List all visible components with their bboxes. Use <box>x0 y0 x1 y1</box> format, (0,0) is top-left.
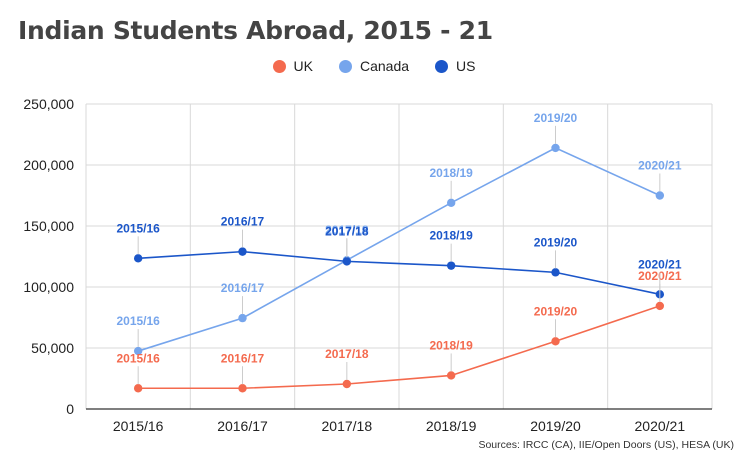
data-point-us <box>342 257 352 266</box>
series-line-uk <box>138 305 661 390</box>
data-point-us <box>446 261 456 270</box>
data-point-uk <box>238 384 247 393</box>
legend-label-canada: Canada <box>359 58 410 74</box>
legend-label-us: US <box>456 58 476 74</box>
data-label-us: 2018/19 <box>429 229 473 243</box>
data-label-us: 2019/20 <box>534 235 578 249</box>
data-point-canada <box>238 313 247 323</box>
series-line-canada <box>137 147 661 352</box>
data-label-canada: 2016/17 <box>221 281 265 295</box>
y-tick-label: 0 <box>66 401 74 417</box>
data-point-canada <box>446 198 456 208</box>
data-label-us: 2015/16 <box>116 221 160 235</box>
legend: UK Canada US <box>0 58 748 74</box>
data-label-canada: 2018/19 <box>429 166 473 180</box>
legend-label-uk: UK <box>293 58 313 74</box>
data-label-us: 2017/18 <box>325 224 369 238</box>
x-tick-label: 2018/19 <box>426 418 477 434</box>
legend-item-uk: UK <box>272 58 313 74</box>
data-point-us <box>238 247 247 256</box>
data-label-canada: 2019/20 <box>534 111 578 125</box>
data-label-uk: 2017/18 <box>325 347 369 361</box>
data-point-us <box>551 268 560 277</box>
data-point-canada <box>551 143 560 153</box>
data-label-uk: 2016/17 <box>221 351 265 365</box>
data-label-canada: 2020/21 <box>638 159 682 173</box>
data-label-uk: 2015/16 <box>116 351 160 365</box>
data-label-canada: 2017/18 <box>325 223 369 237</box>
y-tick-label: 250,000 <box>23 96 74 112</box>
legend-item-canada: Canada <box>338 58 410 74</box>
source-note: Sources: IRCC (CA), IIE/Open Doors (US),… <box>478 439 734 451</box>
y-tick-label: 50,000 <box>31 340 74 356</box>
data-point-uk <box>342 379 352 389</box>
x-tick-label: 2020/21 <box>635 418 686 434</box>
x-tick-label: 2015/16 <box>113 418 164 434</box>
legend-marker-canada <box>338 59 352 73</box>
y-tick-label: 200,000 <box>23 157 74 173</box>
data-label-uk: 2018/19 <box>429 338 473 352</box>
data-point-uk <box>551 337 560 346</box>
x-tick-label: 2017/18 <box>322 418 373 434</box>
y-tick-label: 150,000 <box>23 218 74 234</box>
x-tick-label: 2019/20 <box>530 418 581 434</box>
y-tick-label: 100,000 <box>23 279 74 295</box>
data-label-canada: 2015/16 <box>116 314 160 328</box>
data-point-uk <box>133 384 143 393</box>
x-tick-label: 2016/17 <box>217 418 268 434</box>
data-point-canada <box>655 191 665 200</box>
data-point-uk <box>446 371 456 380</box>
data-label-uk: 2019/20 <box>534 304 578 318</box>
series-line-us <box>138 250 660 296</box>
data-label-us: 2020/21 <box>638 257 682 271</box>
legend-item-us: US <box>435 58 475 74</box>
data-point-canada <box>133 346 143 356</box>
data-label-us: 2016/17 <box>221 215 265 229</box>
chart-title: Indian Students Abroad, 2015 - 21 <box>18 16 493 45</box>
legend-marker-us <box>435 59 449 73</box>
legend-marker-uk <box>272 59 286 73</box>
data-point-us <box>133 254 143 263</box>
data-point-uk <box>655 301 665 311</box>
